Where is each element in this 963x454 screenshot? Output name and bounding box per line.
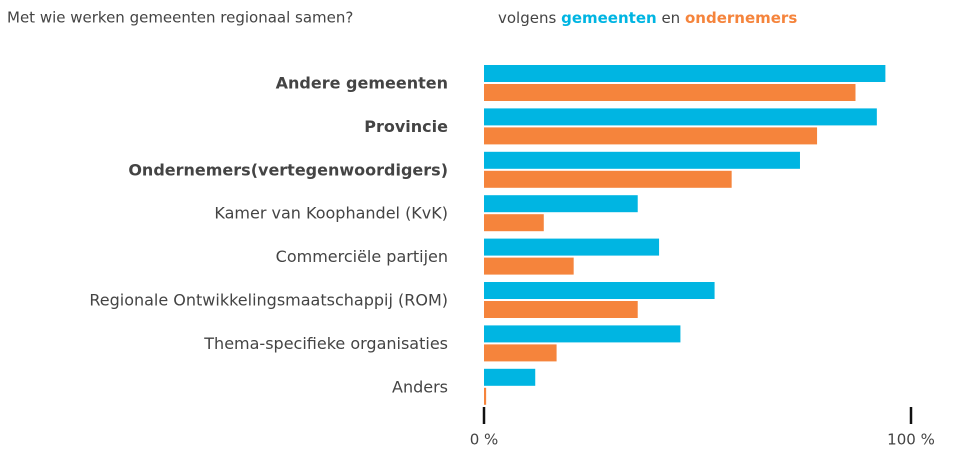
bar: [484, 84, 856, 101]
bar: [484, 282, 715, 299]
category-label: Provincie: [364, 117, 448, 136]
category-label: Andere gemeenten: [276, 74, 448, 93]
bar: [484, 301, 638, 318]
chart-title: Met wie werken gemeenten regionaal samen…: [7, 9, 353, 27]
bar: [484, 65, 886, 82]
category-label: Thema-specifieke organisaties: [203, 334, 448, 353]
subtitle: volgens gemeenten en ondernemers: [498, 9, 797, 27]
bar: [484, 344, 557, 362]
bar: [484, 195, 638, 213]
bar: [484, 238, 660, 256]
bar: [484, 387, 487, 405]
bar: [484, 151, 800, 169]
category-label: Commerciële partijen: [276, 247, 448, 266]
legend-entry: gemeenten: [561, 9, 657, 27]
bar: [484, 368, 536, 386]
category-label: Regionale Ontwikkelingsmaatschappij (ROM…: [89, 291, 448, 310]
subtitle-prefix: volgens: [498, 9, 556, 27]
bar: [484, 257, 574, 275]
x-tick-label: 0 %: [470, 431, 499, 449]
bar: [484, 127, 818, 145]
bar: [484, 108, 877, 126]
bar: [484, 214, 544, 232]
bar: [484, 170, 732, 188]
category-label: Anders: [392, 377, 448, 396]
category-label: Ondernemers(vertegenwoordigers): [128, 160, 448, 179]
subtitle-joiner: en: [661, 9, 680, 27]
category-label: Kamer van Koophandel (KvK): [214, 204, 448, 223]
x-tick-label: 100 %: [887, 431, 935, 449]
bar: [484, 325, 681, 343]
legend-entry: ondernemers: [685, 9, 797, 27]
